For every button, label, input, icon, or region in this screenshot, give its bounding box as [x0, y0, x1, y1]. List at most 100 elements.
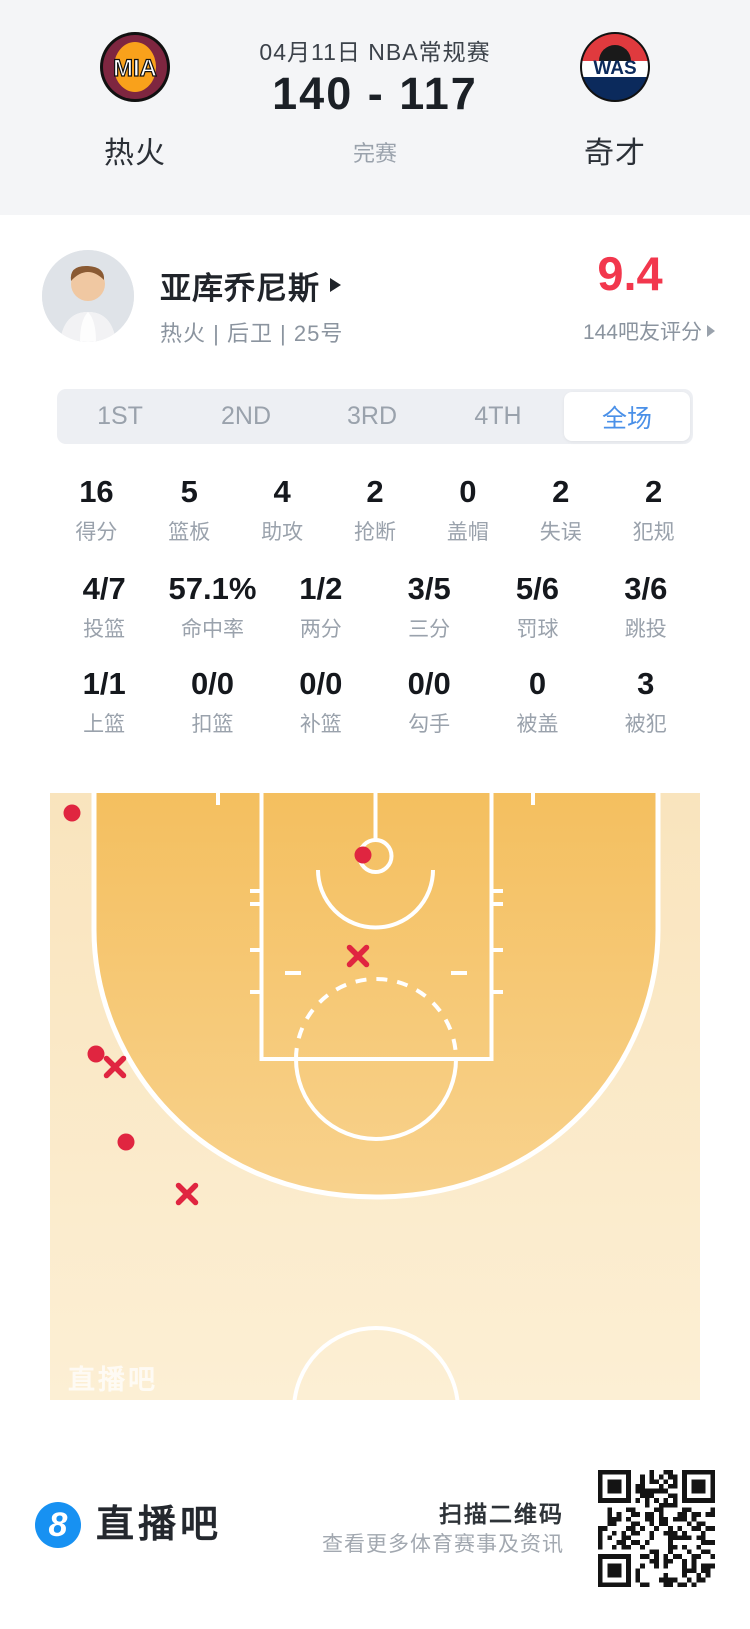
made-shot-marker [354, 846, 372, 864]
away-team-logo-icon: WAS [580, 32, 650, 102]
stat-cell: 0 盖帽 [421, 474, 514, 546]
stat-cell: 16 得分 [50, 474, 143, 546]
qr-title: 扫描二维码 [439, 1501, 564, 1527]
tab-2ND[interactable]: 2ND [220, 402, 271, 430]
stat-label: 盖帽 [446, 521, 489, 544]
stat-label: 三分 [408, 618, 451, 641]
stat-cell: 5 篮板 [143, 474, 236, 546]
free-throw-circle-solid [294, 1058, 458, 1141]
match-date: 04月11日 NBA常规赛 [259, 39, 491, 65]
stat-label: 犯规 [632, 521, 675, 544]
stat-value: 3/5 [407, 571, 451, 606]
stat-label: 补篮 [299, 713, 342, 736]
stat-cell: 2 抢断 [329, 474, 422, 546]
watermark: 直播吧 [68, 1365, 158, 1395]
match-header: MIA WAS 热火 奇才 04月11日 NBA常规赛 140 - 117 完赛 [0, 0, 750, 215]
stat-value: 16 [79, 474, 114, 509]
three-point-line [91, 793, 661, 1200]
stat-cell: 3/5 三分 [375, 571, 483, 643]
chevron-right-icon [707, 325, 715, 337]
missed-shot-marker [103, 1055, 127, 1079]
stat-cell: 3/6 跳投 [592, 571, 700, 643]
stat-label: 抢断 [354, 521, 396, 544]
stat-value: 3 [637, 666, 655, 701]
stat-value: 0 [459, 474, 477, 509]
stat-row-basic: 16 得分 5 篮板 4 助攻 2 抢断 0 盖帽 2 失误 2 犯规 [50, 474, 700, 546]
stat-value: 5 [180, 474, 198, 509]
stat-label: 跳投 [624, 618, 667, 641]
stat-value: 1/2 [299, 571, 343, 606]
stat-label: 上篮 [83, 713, 126, 736]
player-name: 亚库乔尼斯 [160, 270, 320, 306]
stat-label: 篮板 [168, 521, 211, 544]
stat-cell: 4 助攻 [236, 474, 329, 546]
stat-cell: 0/0 勾手 [375, 666, 483, 738]
rating-votes-label: 144吧友评分 [582, 321, 702, 344]
stat-label: 勾手 [408, 713, 451, 736]
qr-subtitle: 查看更多体育赛事及资讯 [322, 1533, 564, 1556]
stat-value: 2 [552, 474, 570, 509]
stat-value: 4/7 [82, 571, 126, 606]
stat-cell: 2 犯规 [607, 474, 700, 546]
tab-1ST[interactable]: 1ST [97, 402, 143, 430]
stat-value: 0/0 [407, 666, 451, 701]
stat-label: 被盖 [516, 713, 559, 736]
stat-cell: 57.1% 命中率 [158, 571, 266, 643]
stat-label: 助攻 [261, 521, 304, 544]
stat-value: 0/0 [190, 666, 235, 701]
stat-cell: 5/6 罚球 [483, 571, 591, 643]
stat-label: 失误 [539, 521, 582, 544]
stat-value: 5/6 [515, 571, 560, 606]
stat-row-shooting: 4/7 投篮 57.1% 命中率 1/2 两分 3/5 三分 5/6 罚球 3/6 跳投 [50, 571, 700, 643]
free-throw-circle-dashed [294, 977, 458, 1060]
stat-cell: 4/7 投篮 [50, 571, 158, 643]
stat-cell: 3 被犯 [592, 666, 700, 738]
stat-cell: 0/0 补篮 [267, 666, 375, 738]
home-team-name: 热火 [104, 137, 166, 170]
restricted-area-arc [316, 869, 435, 930]
brand-name: 直播吧 [96, 1504, 223, 1546]
player-rating: 9.4 [597, 247, 663, 300]
away-team-name: 奇才 [584, 137, 646, 170]
stat-label: 罚球 [516, 618, 559, 641]
chevron-right-icon [330, 278, 341, 292]
stat-value: 57.1% [168, 571, 257, 606]
tab-3RD[interactable]: 3RD [346, 402, 397, 430]
svg-text:WAS: WAS [593, 58, 636, 79]
stat-value: 2 [644, 474, 663, 509]
stat-label: 两分 [299, 618, 342, 641]
player-avatar [42, 250, 134, 342]
stat-value: 0 [528, 666, 547, 701]
stat-label: 扣篮 [191, 713, 234, 736]
rating-votes-link[interactable]: 144吧友评分 [520, 316, 715, 346]
made-shot-marker [87, 1045, 105, 1063]
stat-row-misc: 1/1 上篮 0/0 扣篮 0/0 补篮 0/0 勾手 0 被盖 3 被犯 [50, 666, 700, 738]
svg-text:MIA: MIA [113, 55, 157, 82]
stat-cell: 0/0 扣篮 [158, 666, 266, 738]
player-name-link[interactable]: 亚库乔尼斯 [160, 264, 341, 306]
tab-全场[interactable]: 全场 [564, 392, 690, 441]
brand-logo-icon: 8 [35, 1502, 81, 1548]
lane-hash-marks [250, 889, 503, 994]
qr-code-image [598, 1470, 715, 1587]
stat-value: 3/6 [624, 571, 668, 606]
stat-label: 命中率 [180, 618, 244, 641]
stat-cell: 0 被盖 [483, 666, 591, 738]
stat-cell: 2 失误 [514, 474, 607, 546]
court-diagram: 直播吧 [50, 793, 700, 1494]
shot-chart: 直播吧 [50, 793, 700, 1494]
stat-value: 0/0 [299, 666, 343, 701]
tab-4TH[interactable]: 4TH [474, 402, 522, 430]
player-meta: 热火 | 后卫 | 25号 [160, 321, 344, 346]
shot-markers [63, 804, 372, 1206]
missed-shot-marker [175, 1182, 199, 1206]
stat-value: 1/1 [82, 666, 126, 701]
player-avatar-image [42, 250, 134, 342]
stat-label: 被犯 [624, 713, 667, 736]
stat-cell: 1/1 上篮 [50, 666, 158, 738]
stat-cell: 1/2 两分 [267, 571, 375, 643]
match-score: 140 - 117 [272, 68, 478, 119]
made-shot-marker [63, 804, 81, 822]
stat-label: 得分 [75, 521, 118, 544]
